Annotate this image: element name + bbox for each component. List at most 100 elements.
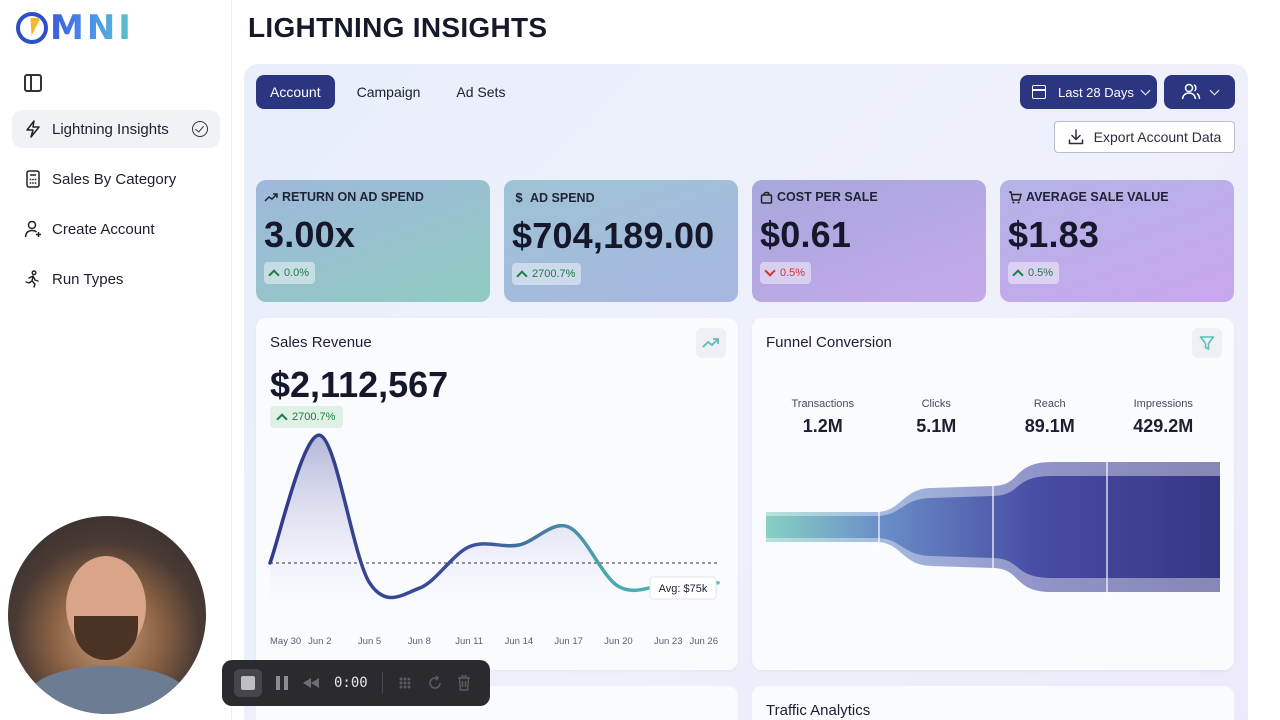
kpi-delta-badge: 0.0% [264, 262, 316, 284]
date-range-dropdown[interactable]: Last 28 Days [1020, 75, 1157, 109]
card-title: Funnel Conversion [766, 334, 892, 351]
sales-revenue-delta-value: 2700.7% [292, 411, 336, 423]
funnel-stat-transactions: Transactions 1.2M [766, 398, 880, 437]
sales-revenue-delta-badge: 2700.7% [270, 406, 344, 428]
sidebar-item-lightning-insights[interactable]: Lightning Insights [12, 110, 220, 148]
funnel-chart [766, 460, 1220, 594]
sales-revenue-line [268, 433, 720, 600]
kpi-delta-value: 0.5% [780, 267, 806, 279]
arrow-up-icon [268, 269, 280, 281]
toolbar-divider [381, 672, 383, 694]
sidebar-item-label: Sales By Category [52, 170, 177, 188]
omni-logo[interactable]: MNI [16, 8, 134, 48]
user-select-dropdown[interactable] [1164, 75, 1235, 109]
funnel-stat-label: Clicks [921, 398, 951, 410]
sidebar-item-sales-by-category[interactable]: Sales By Category [12, 160, 220, 198]
grid-icon[interactable] [397, 675, 413, 691]
kpi-label: AD SPEND [530, 190, 595, 205]
rewind-icon[interactable] [302, 677, 320, 689]
funnel-stats: Transactions 1.2M Clicks 5.1M Reach 89.1M I… [766, 398, 1220, 437]
trash-icon[interactable] [457, 675, 471, 691]
x-tick-label: Jun 5 [358, 636, 381, 647]
sales-revenue-card: Sales Revenue $2,112,567 2700.7% Avg: $7… [256, 318, 738, 670]
logo-lightning-icon [16, 12, 48, 44]
x-tick-label: May 30 [270, 636, 301, 647]
download-icon [1068, 129, 1083, 145]
export-account-data-button[interactable]: Export Account Data [1054, 121, 1235, 153]
dollar-icon: $ [515, 190, 523, 205]
arrow-down-icon [764, 265, 776, 277]
stop-recording-button[interactable] [234, 669, 262, 697]
funnel-stat-value: 89.1M [1024, 416, 1075, 436]
kpi-value: 3.00x [264, 214, 356, 255]
arrow-up-icon [1012, 269, 1024, 281]
sidebar-item-label: Run Types [52, 270, 124, 288]
pause-button[interactable] [276, 676, 288, 690]
page-title: LIGHTNING INSIGHTS [248, 12, 548, 43]
funnel-stat-clicks: Clicks 5.1M [880, 398, 994, 437]
tab-ad-sets[interactable]: Ad Sets [456, 84, 506, 100]
kpi-value: $0.61 [760, 214, 852, 255]
x-tick-label: Jun 23 [654, 636, 683, 647]
kpi-card-return-on-ad-spend: RETURN ON AD SPEND 3.00x 0.0% [256, 180, 490, 302]
kpi-label: COST PER SALE [777, 190, 878, 204]
kpi-value: $704,189.00 [512, 215, 715, 256]
chevron-down-icon [1209, 85, 1220, 95]
funnel-stat-label: Impressions [1133, 398, 1193, 410]
x-tick-label: Jun 2 [308, 636, 331, 647]
export-label: Export Account Data [1093, 129, 1222, 145]
kpi-label: RETURN ON AD SPEND [282, 190, 424, 204]
traffic-analytics-card: Traffic Analytics [752, 686, 1234, 720]
funnel-stat-label: Reach [1033, 398, 1066, 410]
date-range-label: Last 28 Days [1058, 84, 1134, 100]
kpi-label: AVERAGE SALE VALUE [1026, 190, 1169, 204]
kpi-delta-badge: 0.5% [760, 262, 812, 284]
calendar-icon [1032, 85, 1046, 99]
trending-up-icon [264, 193, 278, 202]
restart-icon[interactable] [427, 675, 443, 691]
funnel-stat-value: 429.2M [1133, 416, 1194, 436]
tab-bar: Account Campaign Ad Sets [256, 75, 519, 109]
kpi-card-average-sale-value: AVERAGE SALE VALUE $1.83 0.5% [1000, 180, 1234, 302]
kpi-delta-value: 0.5% [1028, 267, 1054, 279]
average-label-text: Avg: $75k [659, 583, 708, 595]
kpi-delta-badge: 2700.7% [512, 263, 582, 285]
x-tick-label: Jun 17 [554, 636, 583, 647]
webcam-overlay [8, 516, 206, 714]
x-tick-label: Jun 26 [689, 636, 718, 647]
kpi-delta-value: 2700.7% [532, 268, 576, 280]
dashboard-panel: Account Campaign Ad Sets Last 28 Days Ex… [244, 64, 1248, 720]
tab-campaign[interactable]: Campaign [356, 84, 421, 100]
filter-icon[interactable] [1192, 328, 1222, 358]
tab-account[interactable]: Account [256, 75, 335, 109]
sidebar-item-label: Lightning Insights [52, 120, 169, 138]
logo-text: MNI [50, 8, 134, 48]
sidebar-item-run-types[interactable]: Run Types [12, 260, 220, 298]
funnel-conversion-card: Funnel Conversion Transactions 1.2M Click… [752, 318, 1234, 670]
funnel-stat-impressions: Impressions 429.2M [1107, 398, 1221, 437]
card-title: Sales Revenue [270, 334, 372, 351]
funnel-stat-value: 5.1M [916, 416, 957, 436]
webcam-beard [74, 616, 138, 660]
funnel-stat-value: 1.2M [802, 416, 843, 436]
card-title: Traffic Analytics [766, 702, 871, 719]
kpi-card-cost-per-sale: COST PER SALE $0.61 0.5% [752, 180, 986, 302]
arrow-up-icon [516, 270, 528, 282]
recording-time: 0:00 [334, 675, 368, 691]
kpi-delta-value: 0.0% [284, 267, 310, 279]
shopping-cart-icon [1009, 190, 1022, 203]
x-tick-label: Jun 14 [505, 636, 534, 647]
check-circle-icon [192, 121, 208, 137]
calculator-icon [24, 170, 42, 188]
sales-revenue-line-chart: Avg: $75k May 30 Jun 2 Jun 5 Jun 8 Jun 11 Jun … [268, 433, 720, 647]
webcam-shirt [28, 666, 188, 714]
sidebar-nav: Lightning Insights Sales By Category Cre… [12, 110, 220, 310]
funnel-stat-reach: Reach 89.1M [993, 398, 1107, 437]
lightning-icon [24, 120, 42, 138]
sidebar-collapse-icon[interactable] [24, 74, 42, 92]
screen-recorder-toolbar: 0:00 [222, 660, 490, 706]
sidebar-item-create-account[interactable]: Create Account [12, 210, 220, 248]
sales-revenue-value: $2,112,567 [270, 364, 449, 405]
trending-up-icon[interactable] [696, 328, 726, 358]
kpi-value: $1.83 [1008, 214, 1100, 255]
